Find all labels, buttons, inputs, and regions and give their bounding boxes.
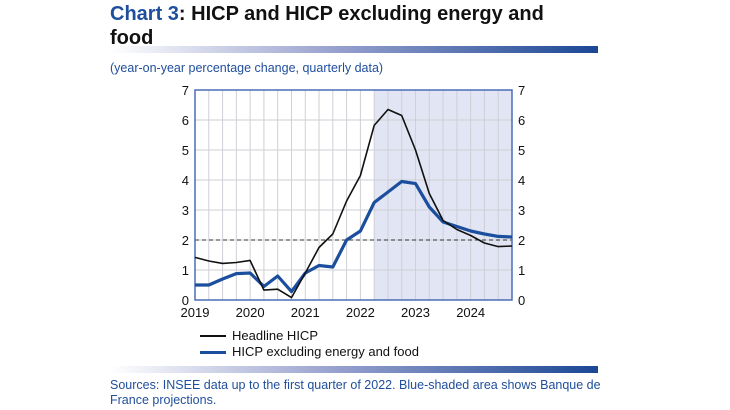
y-tick-label-left: 7 <box>182 83 189 98</box>
legend-swatch-headline <box>200 335 226 337</box>
footer-divider <box>110 366 598 373</box>
y-tick-label-left: 6 <box>182 113 189 128</box>
x-tick-label: 2022 <box>346 305 375 320</box>
chart-subtitle: (year-on-year percentage change, quarter… <box>110 61 384 75</box>
legend-label-core: HICP excluding energy and food <box>232 344 419 359</box>
y-tick-label-left: 2 <box>182 233 189 248</box>
x-tick-label: 2024 <box>456 305 485 320</box>
y-tick-label-left: 4 <box>182 173 189 188</box>
chart-title: Chart 3: HICP and HICP excluding energy … <box>110 2 590 50</box>
y-tick-label-left: 3 <box>182 203 189 218</box>
y-tick-label-left: 0 <box>182 293 189 308</box>
chart-title-text: : HICP and HICP excluding energy and foo… <box>110 3 544 49</box>
y-tick-label-left: 1 <box>182 263 189 278</box>
chart-number: Chart 3 <box>110 3 179 25</box>
sources-note: Sources: INSEE data up to the first quar… <box>110 378 601 407</box>
title-divider <box>110 46 598 53</box>
y-tick-label-right: 6 <box>518 113 525 128</box>
y-tick-label-right: 3 <box>518 203 525 218</box>
series-line-headline-hicp <box>194 108 513 299</box>
y-tick-label-right: 0 <box>518 293 525 308</box>
legend: Headline HICP HICP excluding energy and … <box>200 328 419 360</box>
y-tick-label-left: 5 <box>182 143 189 158</box>
legend-label-headline: Headline HICP <box>232 328 318 343</box>
y-tick-label-right: 1 <box>518 263 525 278</box>
legend-item-headline: Headline HICP <box>200 328 419 344</box>
plot-frame <box>194 89 513 301</box>
x-tick-label: 2023 <box>401 305 430 320</box>
y-tick-label-right: 5 <box>518 143 525 158</box>
series-line-core-hicp <box>195 179 513 294</box>
x-tick-label: 2019 <box>181 305 210 320</box>
y-tick-label-right: 2 <box>518 233 525 248</box>
x-tick-label: 2020 <box>236 305 265 320</box>
legend-item-core: HICP excluding energy and food <box>200 344 419 360</box>
y-tick-label-right: 7 <box>518 83 525 98</box>
legend-swatch-core <box>200 350 226 354</box>
x-tick-label: 2021 <box>291 305 320 320</box>
y-tick-label-right: 4 <box>518 173 525 188</box>
